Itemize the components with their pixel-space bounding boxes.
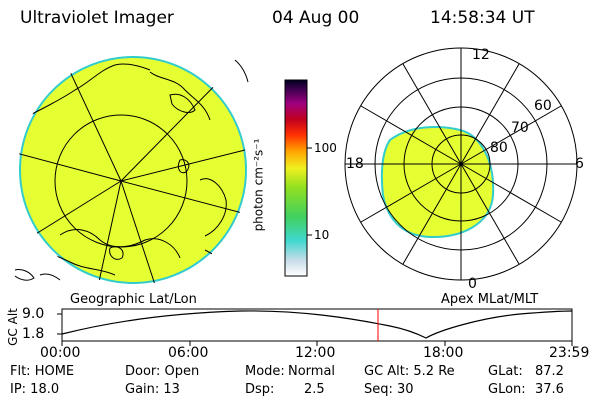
timeline-y-axis-label: GC Alt [5, 308, 20, 346]
status-gain: Gain: 13 [125, 382, 180, 397]
auroral-oval [380, 126, 495, 239]
coastline-north [19, 63, 151, 121]
mlat-label-70: 70 [511, 120, 529, 136]
geographic-panel-label: Geographic Lat/Lon [70, 292, 197, 307]
status-glat-label: GLat: [488, 364, 523, 379]
timeline-x-tick-1200: 12:00 [295, 345, 336, 361]
timeline-frame [61, 308, 573, 342]
status-glat-value: 87.2 [535, 364, 564, 379]
status-ip: IP: 18.0 [10, 382, 60, 397]
colorbar [284, 79, 312, 277]
geographic-panel [14, 55, 249, 285]
status-glon-label: GLon: [488, 382, 526, 397]
status-mode-label: Mode: [245, 364, 285, 379]
status-sequence: Seq: 30 [364, 382, 414, 397]
mlt-label-0: 0 [468, 276, 477, 292]
timeline-x-tick-2359: 23:59 [549, 345, 590, 361]
magnetic-panel [344, 47, 578, 281]
status-door: Door: Open [125, 364, 200, 379]
mlat-label-80: 80 [490, 140, 508, 156]
status-flight: Flt: HOME [10, 364, 75, 379]
colorbar-label-100: 100 [314, 141, 337, 155]
timeline-y-tick-min: 1.8 [22, 326, 45, 342]
status-mode-value: Normal [288, 364, 336, 379]
altitude-timeline [57, 308, 573, 346]
timeline-x-tick-1800: 18:00 [423, 345, 464, 361]
status-gc-altitude: GC Alt: 5.2 Re [364, 364, 455, 379]
status-dsp-label: Dsp: [245, 382, 275, 397]
timeline-y-tick-max: 9.0 [22, 306, 45, 322]
observation-date: 04 Aug 00 [272, 8, 360, 28]
status-glon-value: 37.6 [535, 382, 564, 397]
mlat-label-60: 60 [534, 98, 552, 114]
mlt-label-12: 12 [472, 47, 490, 63]
instrument-title: Ultraviolet Imager [20, 8, 174, 28]
colorbar-gradient [284, 79, 308, 277]
colorbar-unit-label: photon cm⁻²s⁻¹ [251, 138, 266, 232]
mlt-label-18: 18 [346, 156, 364, 172]
timeline-x-tick-0000: 00:00 [40, 345, 81, 361]
observation-time: 14:58:34 UT [430, 8, 535, 28]
mlt-label-6: 6 [575, 156, 584, 172]
colorbar-label-10: 10 [314, 228, 330, 242]
altitude-curve [61, 310, 573, 339]
magnetic-panel-label: Apex MLat/MLT [441, 292, 539, 307]
timeline-x-tick-0600: 06:00 [168, 345, 209, 361]
aurora-disk-geographic [19, 56, 247, 284]
coastline-south [59, 229, 181, 259]
status-dsp-value: 2.5 [304, 382, 325, 397]
